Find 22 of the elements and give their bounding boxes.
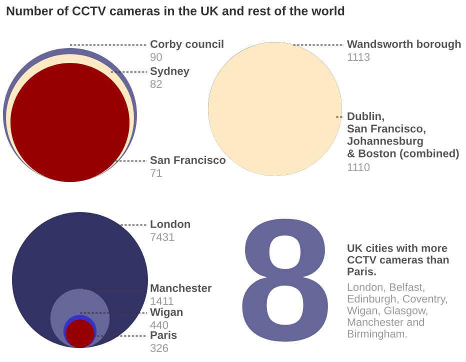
- category-label: Sydney: [150, 66, 190, 78]
- text: UK cities with more CCTV cameras than Paris.: [347, 244, 449, 276]
- category-label: Corby council: [150, 40, 224, 50]
- category-label: Manchester: [150, 284, 212, 292]
- data-label: 82: [150, 80, 162, 88]
- data-label: 440: [150, 321, 168, 329]
- category-label: London: [150, 220, 190, 228]
- data-label: 7431: [150, 233, 174, 241]
- data-label: 1411: [150, 297, 174, 305]
- text: London, Belfast, Edinburgh, Coventry, Wigan, Glasgow, Manchester and Birmingham.: [347, 283, 447, 340]
- category-label: Wigan: [150, 308, 183, 318]
- data-label: 71: [150, 169, 162, 177]
- data-label: 326: [150, 344, 168, 352]
- data-label: 90: [150, 53, 162, 61]
- data-label: 1113: [348, 53, 370, 61]
- text: 8: [242, 218, 328, 342]
- category-label: San Francisco: [150, 156, 226, 164]
- category-label: Paris: [150, 330, 177, 339]
- data-label: 1110: [348, 163, 370, 172]
- category-label: Wandsworth borough: [347, 40, 461, 50]
- text: Number of CCTV cameras in the UK and rest of the world: [6, 6, 344, 16]
- category-label: Dublin, San Francisco, Johannesburg & Boston (combined): [347, 112, 459, 160]
